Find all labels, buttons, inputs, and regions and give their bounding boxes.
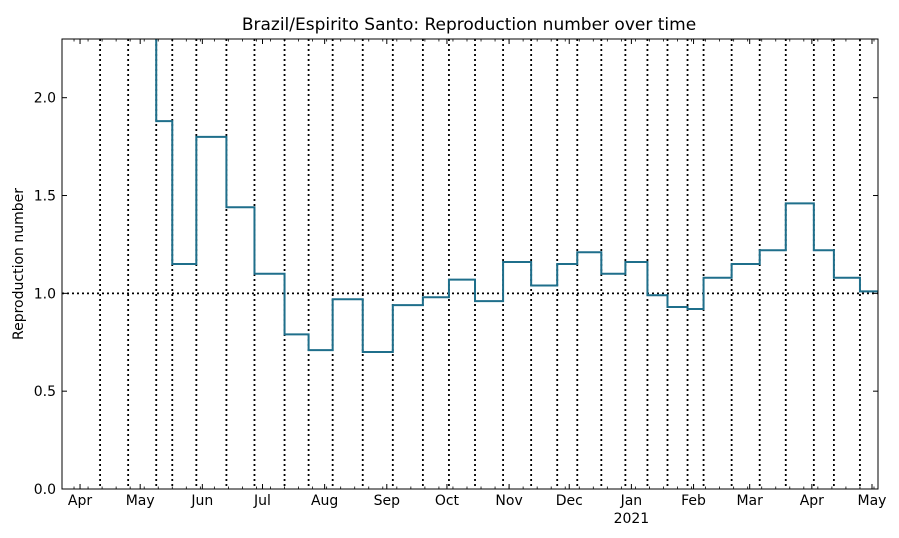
y-tick-label: 1.0 bbox=[34, 286, 56, 302]
x-tick-label: Feb bbox=[681, 493, 706, 509]
chart-title: Brazil/Espirito Santo: Reproduction numb… bbox=[242, 15, 696, 35]
series-group bbox=[155, 39, 878, 354]
x-tick-label: Dec bbox=[556, 493, 583, 509]
x-tick-label: Apr bbox=[800, 493, 824, 509]
x-tick-label: Mar bbox=[736, 493, 763, 509]
y-axis-label: Reproduction number bbox=[11, 188, 27, 340]
y-tick-label: 2.0 bbox=[34, 91, 56, 107]
y-tick-label: 0.0 bbox=[34, 482, 56, 498]
x-tick-label: Jan bbox=[620, 493, 643, 509]
x-tick-year-label: 2021 bbox=[614, 511, 650, 527]
x-tick-label: May bbox=[858, 493, 887, 509]
x-tick-label: Oct bbox=[435, 493, 460, 509]
y-ticks: 0.0 0.5 1.0 1.5 2.0 bbox=[34, 91, 878, 498]
x-tick-label: Apr bbox=[68, 493, 92, 509]
x-tick-label: Jul bbox=[253, 493, 271, 509]
x-tick-label: Nov bbox=[495, 493, 522, 509]
plot-frame bbox=[61, 38, 879, 490]
series-line bbox=[155, 39, 878, 354]
y-tick-label: 1.5 bbox=[34, 189, 56, 205]
x-tick-label: Jun bbox=[190, 493, 213, 509]
x-tick-label: May bbox=[126, 493, 155, 509]
x-tick-label: Sep bbox=[374, 493, 401, 509]
y-axis-label-group: Reproduction number bbox=[11, 188, 27, 340]
x-tick-label: Aug bbox=[311, 493, 338, 509]
y-tick-label: 0.5 bbox=[34, 384, 56, 400]
